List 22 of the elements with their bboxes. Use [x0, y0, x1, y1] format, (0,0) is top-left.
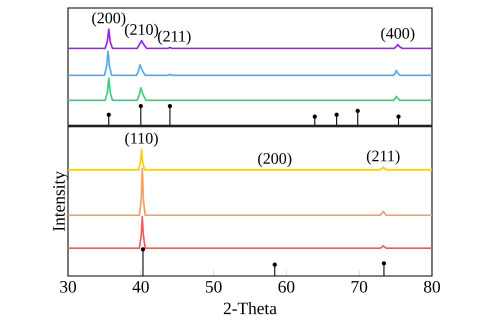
- annotation: (400): [381, 27, 414, 42]
- x-tick-label: 60: [278, 280, 294, 293]
- annotation: (200): [92, 12, 126, 27]
- x-tick-label: 40: [132, 280, 149, 293]
- y-axis-title: Intensity: [53, 171, 68, 232]
- x-tick-label: 30: [60, 280, 76, 293]
- annotation: (200): [258, 152, 292, 168]
- point: [334, 112, 339, 117]
- x-tick-label: 50: [206, 280, 222, 293]
- point: [138, 104, 143, 108]
- x-tick-label: 70: [352, 280, 368, 293]
- x-axis-title: 2-Theta: [224, 302, 277, 314]
- annotation: (210): [124, 24, 158, 38]
- point: [396, 114, 401, 119]
- point: [356, 108, 360, 114]
- annotation: (110): [125, 132, 158, 147]
- annotation: (211): [366, 150, 400, 165]
- point: [106, 112, 111, 117]
- annotation: (211): [158, 30, 191, 45]
- point: [312, 114, 317, 119]
- point: [168, 104, 172, 108]
- x-tick-label: 80: [424, 280, 440, 293]
